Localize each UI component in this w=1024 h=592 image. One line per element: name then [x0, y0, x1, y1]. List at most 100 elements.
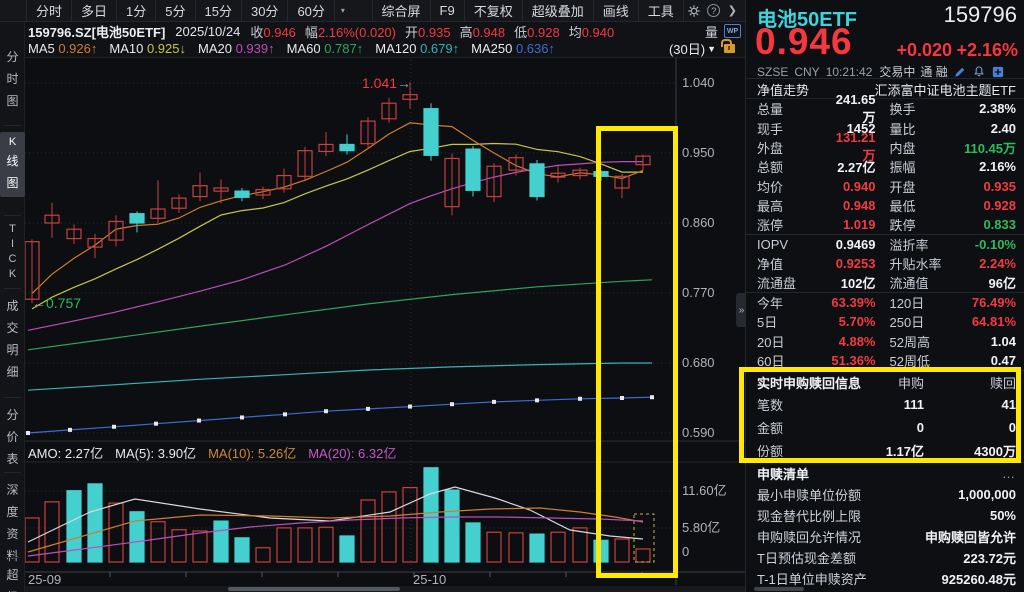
expand-chevron-icon[interactable]: ❯ [727, 5, 737, 17]
candle-body [25, 241, 40, 300]
period-range-label[interactable]: (30日) [668, 42, 706, 57]
alert-bell-icon[interactable] [972, 65, 986, 78]
candle-body [66, 228, 82, 240]
volume-bar [635, 548, 651, 563]
stat-value: 241.65万 [835, 91, 876, 125]
ma-marker [68, 427, 72, 432]
menu-item-综合屏[interactable]: 综合屏 [371, 0, 430, 21]
rt-row-label: 金额 [757, 421, 784, 437]
settings-gear-icon[interactable] [684, 0, 704, 21]
wp-badge-icon[interactable]: WP [724, 24, 741, 38]
chart-scrollbar-thumb[interactable] [228, 587, 400, 591]
sidebar-item-成交明细[interactable]: 成交明细 [6, 299, 19, 379]
amo-indicator-bar: AMO: 2.27亿 MA(5): 3.90亿 MA(10): 5.26亿 MA(20… [28, 444, 408, 461]
candle-body [402, 94, 418, 100]
ma-label: MA250 [471, 41, 516, 56]
chart-scrollbar[interactable] [25, 586, 745, 592]
unlock-icon[interactable] [721, 39, 735, 53]
ma-value-MA5: MA5 0.926↑ [28, 41, 97, 56]
pcf-row-value: 50% [989, 508, 1016, 524]
price-change: +0.020 [896, 40, 952, 60]
tab-60分[interactable]: 60分 [287, 0, 335, 21]
menu-item-画线[interactable]: 画线 [592, 0, 638, 21]
menu-item-工具[interactable]: 工具 [637, 0, 684, 21]
add-plus-icon[interactable] [991, 65, 1005, 78]
edit-pencil-icon[interactable] [953, 65, 967, 78]
volume-bar [297, 527, 313, 563]
pcf-row-value: 申购赎回皆允许 [924, 530, 1016, 546]
pcf-more-button[interactable]: … [1002, 466, 1016, 482]
tab-多日[interactable]: 多日 [71, 0, 116, 21]
sidebar-item-超级复盘[interactable]: 超级复盘 [6, 568, 19, 592]
volume-bar [444, 489, 460, 563]
candle-body [339, 143, 355, 152]
stat-value: 1.019 [842, 217, 876, 233]
ma-line-MA250 [27, 396, 653, 434]
field-均: 均0.940 [569, 22, 615, 41]
stat-label: 开盘 [889, 179, 916, 195]
ma-values: MA5 0.926↑ MA10 0.925↓ MA20 0.939↑ MA60 0.7… [25, 41, 567, 56]
kline-chart[interactable]: 1.040 0.950 0.860 0.770 0.680 0.590 11.60亿 5.80… [25, 58, 745, 592]
sidebar-item-深度资料[interactable]: 深度资料 [6, 483, 19, 563]
candle-body [171, 197, 187, 209]
volume-bar [360, 499, 376, 563]
stat-label: 120日 [889, 296, 925, 312]
ma-marker [112, 424, 116, 429]
stat-row-20日: 20日 4.88% 52周高 1.04 [746, 332, 1024, 351]
stat-value: 76.49% [971, 295, 1016, 311]
field-value: 0.940 [581, 24, 615, 40]
stat-label: 均价 [757, 179, 784, 195]
ma-number: 0.787↑ [324, 41, 364, 56]
field-低: 低0.928 [514, 22, 560, 41]
candle-body [360, 120, 376, 145]
price-axis-label: 0.770 [682, 285, 715, 300]
panel-collapse-handle[interactable]: » [736, 293, 747, 327]
candle-body [192, 185, 208, 198]
ma-value-MA250: MA250 0.636↑ [471, 41, 555, 56]
candle-body [129, 213, 145, 224]
tab-分时[interactable]: 分时 [26, 0, 71, 21]
ma-line-MA20 [27, 161, 643, 331]
menu-item-F9[interactable]: F9 [429, 0, 464, 21]
quote-stats: 总量 241.65万 换手 2.38% 现手 1452 量比 2.40 外盘 131.21万 内盘 1… [746, 92, 1024, 370]
sidebar-divider [4, 397, 21, 398]
candle-body [465, 148, 481, 191]
more-periods-caret-icon[interactable]: ▾ [340, 6, 345, 15]
menu-item-不复权[interactable]: 不复权 [463, 0, 522, 21]
period-caret-icon[interactable]: ▼ [707, 43, 716, 54]
tab-15分[interactable]: 15分 [194, 0, 241, 21]
pcf-row-T日预估现金差额: T日预估现金差额 223.72元 [746, 547, 1024, 568]
tab-30分[interactable]: 30分 [240, 0, 287, 21]
candle-body [593, 171, 609, 177]
nav-trend-row[interactable]: 净值走势 汇添富中证电池主题ETF [746, 79, 1024, 99]
pcf-list-section: 申赎清单 … 最小申赎单位份额 1,000,000 现金替代比例上限 50% 申购赎回允许情… [746, 462, 1024, 589]
field-label: 收 [250, 24, 264, 40]
field-value: 0.948 [472, 24, 506, 40]
vol-axis-label: 5.80亿 [682, 520, 720, 535]
rt-row-value2: 4300万 [974, 444, 1016, 460]
candle-body [381, 102, 397, 120]
tab-5分[interactable]: 5分 [155, 0, 194, 21]
stat-label: 换手 [889, 102, 916, 118]
quote-header: 电池50ETF 159796 0.946 +0.020 +2.16% SZSE … [746, 0, 1024, 79]
menu-item-超级叠加[interactable]: 超级叠加 [521, 0, 593, 21]
stat-value: 2.24% [979, 256, 1016, 272]
stat-row-均价: 均价 0.940 开盘 0.935 [746, 177, 1024, 196]
stat-value: 0.940 [842, 178, 876, 194]
pcf-row-value: 925260.48元 [941, 572, 1016, 588]
tab-1分[interactable]: 1分 [116, 0, 155, 21]
ma-label: MA10 [109, 41, 147, 56]
panel-scrollbar-thumb[interactable] [754, 587, 804, 591]
sidebar-item-分价表[interactable]: 分价表 [6, 408, 19, 466]
ma-label: MA60 [286, 41, 325, 56]
toolbar-menu: 综合屏 F9 不复权 超级叠加 画线 工具 [371, 0, 684, 21]
nav-trend-label: 净值走势 [757, 82, 810, 98]
amo-AMO: AMO: 2.27亿 [28, 445, 104, 461]
help-icon[interactable]: ? [704, 0, 724, 21]
sidebar-item-分时图[interactable]: 分时图 [6, 50, 19, 108]
volume-toggle[interactable]: 量 [704, 24, 718, 40]
price-axis-label: 0.680 [682, 355, 715, 370]
